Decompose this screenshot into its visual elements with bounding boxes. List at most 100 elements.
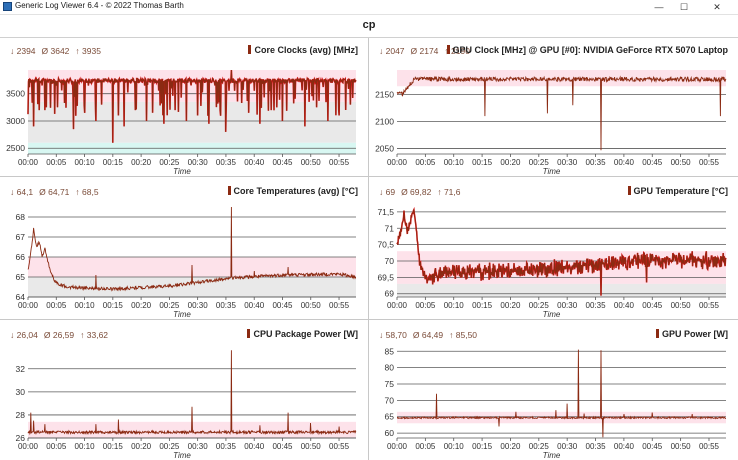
- value-band: [397, 283, 726, 297]
- x-tick-label: 00:40: [244, 158, 265, 167]
- stat-avg: Ø 69,82: [401, 187, 432, 197]
- y-tick-label: 3500: [6, 89, 25, 99]
- core-temperatures-panel: ↓ 64,1 Ø 64,71 ↑ 68,5 Core Temperatures (a…: [0, 177, 368, 319]
- row-divider: [0, 176, 738, 177]
- stat-max: ↑ 68,5: [75, 187, 99, 197]
- stat-min: ↓ 58,70: [379, 330, 407, 340]
- stat-min: ↓ 2394: [10, 46, 36, 56]
- x-tick-label: 00:10: [75, 442, 96, 451]
- stat-min: ↓ 64,1: [10, 187, 34, 197]
- core-clocks-chart: 2500 3000 3500 00:00 00:05 00:10 00:15 00:20 00:…: [6, 69, 357, 176]
- x-tick-label: 00:30: [188, 301, 209, 310]
- legend-swatch: [227, 186, 231, 195]
- series-line: [396, 75, 727, 151]
- x-tick-label: 00:40: [614, 301, 635, 310]
- y-tick-label: 70,5: [377, 240, 394, 250]
- legend-swatch: [627, 186, 631, 195]
- series-line: [27, 350, 357, 436]
- core-clocks-panel: ↓ 2394 Ø 3642 ↑ 3935 Core Clocks (avg) [MH…: [0, 38, 368, 176]
- legend-swatch: [247, 329, 251, 338]
- core-clocks-stats: ↓ 2394 Ø 3642 ↑ 3935: [10, 46, 107, 56]
- title-bar: Generic Log Viewer 6.4 - © 2022 Thomas B…: [0, 0, 738, 15]
- stat-avg: Ø 3642: [41, 46, 70, 56]
- y-tick-label: 71,5: [377, 207, 394, 217]
- app-chart-icon: [3, 2, 12, 11]
- x-tick-label: 00:05: [46, 301, 67, 310]
- x-tick-label: 00:20: [500, 442, 521, 451]
- x-tick-label: 00:00: [18, 158, 39, 167]
- x-tick-label: 00:00: [387, 301, 408, 310]
- maximize-button[interactable]: ☐: [679, 2, 689, 12]
- y-tick-label: 32: [16, 364, 26, 374]
- x-axis-label: Time: [543, 167, 561, 176]
- x-tick-label: 00:05: [46, 442, 67, 451]
- stat-min: ↓ 69: [379, 187, 396, 197]
- x-tick-label: 00:25: [159, 442, 180, 451]
- x-tick-label: 00:30: [188, 158, 209, 167]
- core-temperatures-stats: ↓ 64,1 Ø 64,71 ↑ 68,5: [10, 187, 105, 197]
- core-temperatures-title: Core Temperatures (avg) [°C]: [227, 186, 358, 196]
- legend-swatch: [446, 45, 450, 54]
- gpu-power-panel: ↓ 58,70 Ø 64,49 ↑ 85,50 GPU Power [W] 60 65…: [369, 320, 738, 460]
- y-tick-label: 68: [16, 212, 26, 222]
- stat-avg: Ø 64,49: [412, 330, 444, 340]
- x-tick-label: 00:30: [188, 442, 209, 451]
- y-tick-label: 2050: [375, 144, 394, 154]
- chart-header: cp: [0, 15, 738, 38]
- x-tick-label: 00:00: [387, 442, 408, 451]
- gpu-temperature-panel: ↓ 69 Ø 69,82 ↑ 71,6 GPU Temperature [°C] 6…: [369, 177, 738, 319]
- x-tick-label: 00:05: [415, 301, 436, 310]
- x-tick-label: 00:55: [329, 301, 350, 310]
- stat-max: ↑ 71,6: [437, 187, 461, 197]
- x-tick-label: 00:45: [272, 158, 293, 167]
- x-tick-label: 00:15: [103, 158, 124, 167]
- y-tick-label: 65: [16, 272, 26, 282]
- x-tick-label: 00:55: [329, 158, 350, 167]
- gpu-temperature-stats: ↓ 69 Ø 69,82 ↑ 71,6: [379, 187, 466, 197]
- x-tick-label: 00:35: [216, 301, 237, 310]
- cpu-package-power-panel: ↓ 26,04 Ø 26,59 ↑ 33,62 CPU Package Power …: [0, 320, 368, 460]
- stat-min: ↓ 26,04: [10, 330, 38, 340]
- x-tick-label: 00:00: [387, 158, 408, 167]
- x-tick-label: 00:15: [472, 442, 493, 451]
- series-line: [397, 349, 726, 438]
- x-axis-label: Time: [543, 310, 561, 319]
- y-tick-label: 64: [16, 292, 26, 302]
- cpu-package-power-chart: 26 28 30 32 00:00 00:05 00:10 00:15 00:20 00:25 00…: [16, 350, 357, 460]
- x-tick-label: 00:40: [614, 442, 635, 451]
- stat-avg: Ø 2174: [410, 46, 439, 56]
- minimize-button[interactable]: —: [654, 2, 664, 12]
- y-tick-label: 30: [16, 387, 26, 397]
- x-tick-label: 00:35: [586, 301, 607, 310]
- x-tick-label: 00:25: [529, 158, 550, 167]
- y-tick-label: 69: [385, 289, 395, 299]
- x-tick-label: 00:15: [472, 158, 493, 167]
- x-tick-label: 00:35: [586, 158, 607, 167]
- core-temperatures-title-text: Core Temperatures (avg) [°C]: [233, 186, 358, 196]
- x-tick-label: 00:25: [159, 158, 180, 167]
- x-tick-label: 00:40: [614, 158, 635, 167]
- y-tick-label: 2100: [375, 116, 394, 126]
- y-tick-label: 85: [385, 346, 395, 356]
- series-line: [396, 208, 727, 296]
- gpu-power-stats: ↓ 58,70 Ø 64,49 ↑ 85,50: [379, 330, 483, 340]
- x-tick-label: 00:40: [244, 301, 265, 310]
- x-axis-label: Time: [173, 167, 191, 176]
- close-button[interactable]: ✕: [713, 2, 721, 12]
- window-title: Generic Log Viewer 6.4 - © 2022 Thomas B…: [15, 1, 184, 10]
- x-tick-label: 00:00: [18, 301, 39, 310]
- x-tick-label: 00:15: [103, 442, 124, 451]
- x-tick-label: 00:15: [103, 301, 124, 310]
- legend-swatch: [655, 329, 659, 338]
- x-tick-label: 00:40: [244, 442, 265, 451]
- x-tick-label: 00:25: [529, 442, 550, 451]
- x-tick-label: 00:20: [131, 158, 152, 167]
- x-tick-label: 00:55: [699, 301, 720, 310]
- value-band: [28, 101, 356, 143]
- x-tick-label: 00:30: [557, 442, 578, 451]
- y-tick-label: 71: [385, 223, 395, 233]
- value-band: [28, 277, 356, 297]
- x-tick-label: 00:05: [415, 158, 436, 167]
- stat-avg: Ø 64,71: [39, 187, 70, 197]
- x-tick-label: 00:05: [415, 442, 436, 451]
